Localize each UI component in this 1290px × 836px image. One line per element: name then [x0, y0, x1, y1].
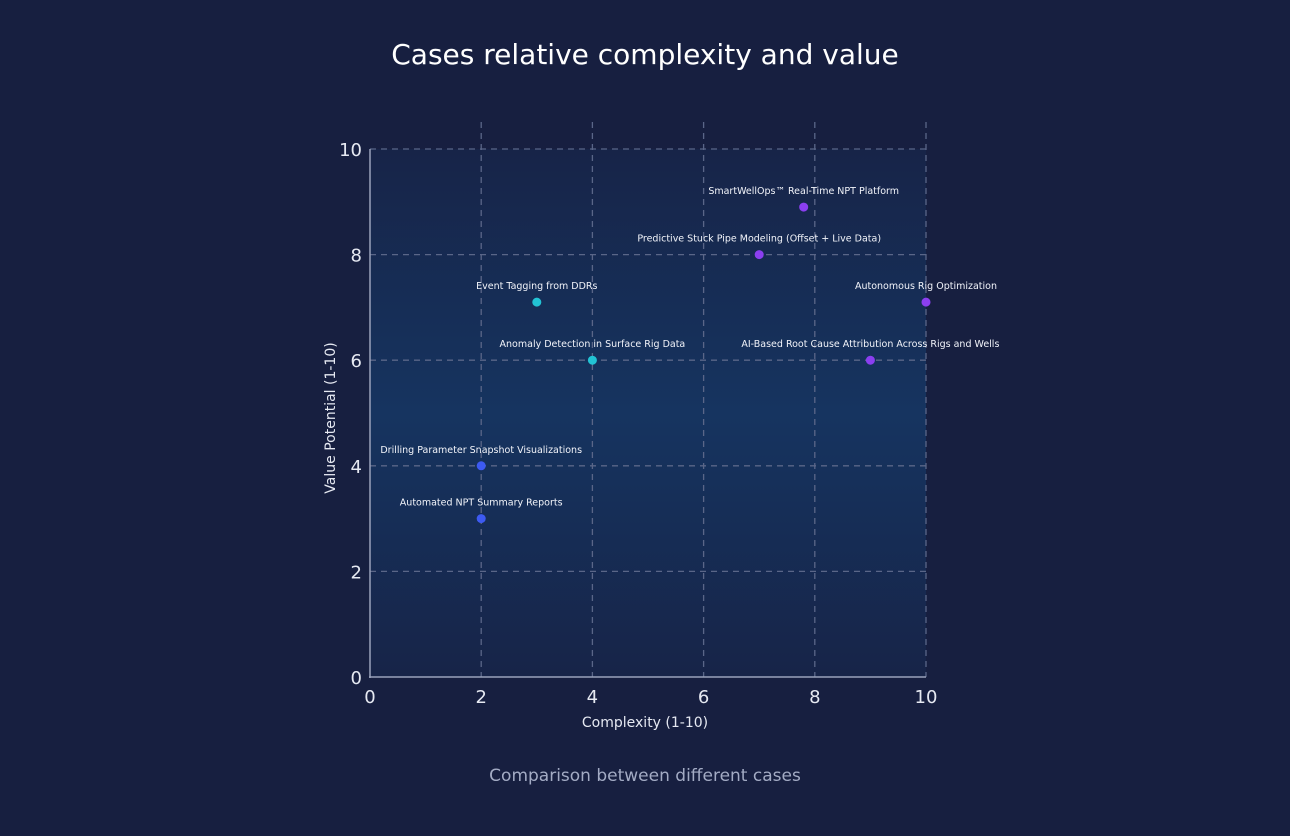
data-point	[476, 514, 486, 524]
chart-title: Cases relative complexity and value	[391, 38, 899, 71]
x-tick-label: 4	[587, 687, 598, 708]
data-point	[532, 297, 542, 307]
data-point-group: AI-Based Root Cause Attribution Across R…	[741, 339, 999, 365]
data-point-label: Anomaly Detection in Surface Rig Data	[500, 339, 686, 350]
data-point-label: Drilling Parameter Snapshot Visualizatio…	[380, 445, 582, 456]
data-point-label: SmartWellOps™ Real-Time NPT Platform	[708, 186, 899, 197]
y-tick-label: 6	[351, 351, 362, 372]
x-axis-label: Complexity (1-10)	[582, 715, 708, 731]
data-point	[476, 461, 486, 471]
data-point-group: Automated NPT Summary Reports	[400, 498, 563, 524]
y-axis-label: Value Potential (1-10)	[323, 342, 339, 493]
y-tick-label: 10	[339, 140, 362, 161]
data-points: SmartWellOps™ Real-Time NPT Platform Pred…	[380, 186, 999, 524]
y-tick-label: 0	[351, 668, 362, 689]
data-point-group: Predictive Stuck Pipe Modeling (Offset +…	[637, 234, 881, 260]
data-point-label: Predictive Stuck Pipe Modeling (Offset +…	[637, 234, 881, 245]
x-tick-label: 6	[698, 687, 709, 708]
data-point	[587, 355, 597, 365]
data-point	[799, 202, 809, 212]
data-point	[865, 355, 875, 365]
y-tick-label: 2	[351, 562, 362, 583]
plot-area	[370, 149, 926, 677]
x-tick-label: 2	[475, 687, 486, 708]
y-tick-label: 8	[351, 246, 362, 267]
x-tick-label: 0	[364, 687, 375, 708]
data-point-group: Anomaly Detection in Surface Rig Data	[500, 339, 686, 365]
data-point-group: Drilling Parameter Snapshot Visualizatio…	[380, 445, 582, 471]
data-point-label: AI-Based Root Cause Attribution Across R…	[741, 339, 999, 350]
data-point-label: Automated NPT Summary Reports	[400, 498, 563, 509]
chart-caption: Comparison between different cases	[489, 766, 801, 786]
data-point-group: SmartWellOps™ Real-Time NPT Platform	[708, 186, 899, 212]
data-point	[754, 250, 764, 260]
data-point-group: Autonomous Rig Optimization	[855, 281, 997, 307]
data-point-label: Event Tagging from DDRs	[476, 281, 597, 292]
grid-lines	[370, 122, 927, 677]
data-point-group: Event Tagging from DDRs	[476, 281, 598, 307]
x-tick-label: 10	[915, 687, 938, 708]
y-tick-label: 4	[351, 457, 362, 478]
x-tick-label: 8	[809, 687, 820, 708]
data-point-label: Autonomous Rig Optimization	[855, 281, 997, 292]
axes	[369, 149, 926, 678]
data-point	[921, 297, 931, 307]
tick-labels: 0 2 4 6 8 10 0 2 4 6 8 10	[339, 140, 937, 708]
